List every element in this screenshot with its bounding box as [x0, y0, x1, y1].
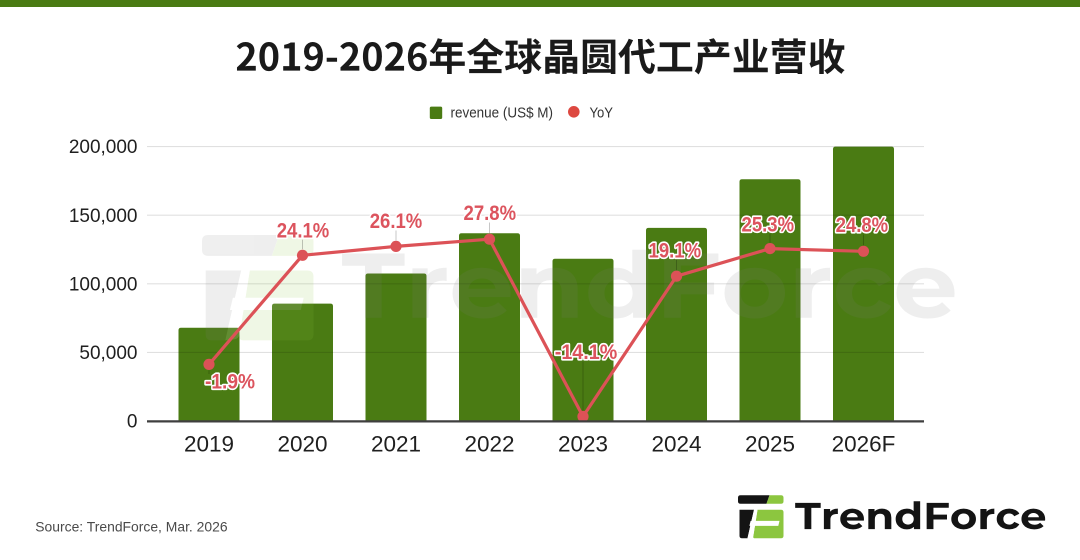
- svg-text:revenue (US$ M): revenue (US$ M): [451, 104, 554, 121]
- svg-text:-14.1%: -14.1%: [555, 341, 618, 364]
- svg-text:26.1%: 26.1%: [370, 210, 423, 233]
- svg-text:0: 0: [127, 412, 138, 433]
- svg-text:24.8%: 24.8%: [836, 214, 889, 237]
- svg-text:2022: 2022: [464, 432, 514, 457]
- svg-text:2025: 2025: [745, 432, 795, 457]
- svg-text:19.1%: 19.1%: [649, 239, 702, 262]
- svg-text:150,000: 150,000: [69, 206, 138, 227]
- svg-text:2020: 2020: [277, 432, 327, 457]
- svg-text:50,000: 50,000: [79, 343, 137, 364]
- svg-text:2024: 2024: [651, 432, 701, 457]
- svg-text:2021: 2021: [371, 432, 421, 457]
- svg-text:24.1%: 24.1%: [277, 219, 330, 242]
- svg-text:-1.9%: -1.9%: [205, 371, 255, 394]
- svg-text:100,000: 100,000: [69, 274, 138, 295]
- svg-text:2019: 2019: [184, 432, 234, 457]
- svg-text:200,000: 200,000: [69, 137, 138, 158]
- svg-text:2023: 2023: [558, 432, 608, 457]
- svg-text:27.8%: 27.8%: [464, 202, 517, 225]
- svg-text:2026F: 2026F: [832, 432, 896, 457]
- svg-text:YoY: YoY: [590, 104, 614, 121]
- svg-text:Source: TrendForce, Mar. 2026: Source: TrendForce, Mar. 2026: [35, 519, 228, 535]
- svg-text:25.3%: 25.3%: [742, 213, 795, 236]
